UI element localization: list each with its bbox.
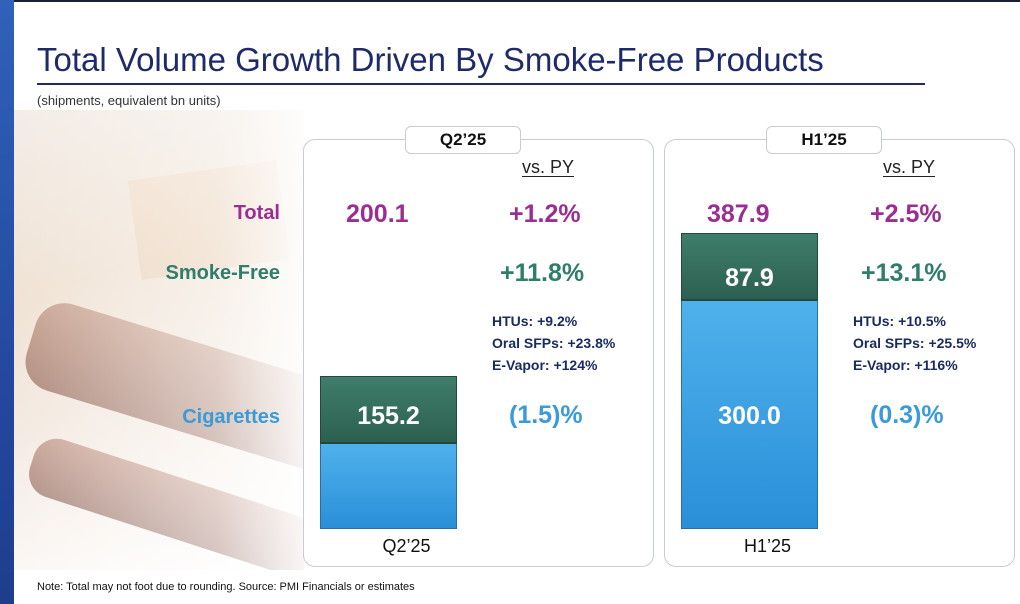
vs-py-header: vs. PY	[522, 157, 575, 177]
bar-segment-cigarettes: 155.2	[320, 402, 457, 529]
row-label-cigarettes: Cigarettes	[182, 406, 280, 428]
row-label-total: Total	[233, 202, 280, 224]
vs-py-header: vs. PY	[883, 157, 936, 177]
chart-panel-h1: H1’25 vs. PY 387.9 +2.5% 87.9 300.0 +13.…	[664, 126, 1015, 567]
smoke-free-change: +13.1%	[861, 259, 947, 287]
smoke-free-change: +11.8%	[500, 259, 585, 287]
period-tab: H1’25	[766, 126, 882, 154]
title-underline	[37, 83, 925, 85]
total-value: 387.9	[707, 200, 770, 228]
footnote: Note: Total may not foot due to rounding…	[37, 581, 415, 593]
breakdown-oral-sfps: Oral SFPs: +23.8%	[492, 335, 616, 351]
cigarettes-data-label: 300.0	[718, 402, 781, 430]
period-tab: Q2’25	[405, 126, 521, 154]
x-axis-category-label: H1’25	[743, 536, 792, 556]
total-change: +1.2%	[509, 200, 581, 228]
smoke-free-breakdown: HTUs: +10.5% Oral SFPs: +25.5% E-Vapor: …	[853, 310, 976, 376]
breakdown-e-vapor: E-Vapor: +124%	[492, 357, 598, 373]
row-label-smoke-free: Smoke-Free	[165, 262, 281, 284]
page-title: Total Volume Growth Driven By Smoke-Free…	[37, 41, 824, 78]
units-subtitle: (shipments, equivalent bn units)	[37, 93, 221, 108]
stacked-bar: 87.9 300.0	[681, 233, 818, 529]
chart-panel-q2: Q2’25 vs. PY 200.1 +1.2% 44.8 155.2 +11.…	[303, 126, 654, 567]
breakdown-e-vapor: E-Vapor: +116%	[853, 357, 958, 373]
total-value: 200.1	[346, 200, 409, 228]
cigarettes-data-label: 155.2	[357, 402, 420, 430]
left-accent-bar	[0, 0, 14, 604]
background-photo	[14, 110, 304, 570]
smoke-free-breakdown: HTUs: +9.2% Oral SFPs: +23.8% E-Vapor: +…	[492, 310, 615, 376]
smoke-free-data-label: 87.9	[725, 264, 774, 292]
bar-segment-cigarettes: 300.0	[681, 301, 818, 529]
cigarettes-change: (1.5)%	[509, 401, 583, 429]
top-rule	[0, 0, 1020, 2]
total-change: +2.5%	[870, 200, 942, 228]
smoke-free-data-label: 44.8	[364, 264, 413, 292]
bar-segment-smoke-free: 87.9	[681, 233, 818, 303]
breakdown-htus: HTUs: +9.2%	[492, 313, 578, 329]
x-axis-category-label: Q2’25	[382, 536, 431, 556]
breakdown-oral-sfps: Oral SFPs: +25.5%	[853, 335, 977, 351]
stacked-bar: 44.8 155.2	[320, 264, 457, 529]
breakdown-htus: HTUs: +10.5%	[853, 313, 946, 329]
bar-segment-smoke-free: 44.8	[320, 264, 457, 447]
cigarettes-change: (0.3)%	[870, 401, 944, 429]
